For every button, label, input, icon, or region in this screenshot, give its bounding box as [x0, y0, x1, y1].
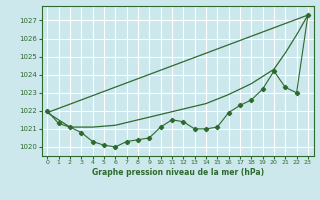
X-axis label: Graphe pression niveau de la mer (hPa): Graphe pression niveau de la mer (hPa): [92, 168, 264, 177]
